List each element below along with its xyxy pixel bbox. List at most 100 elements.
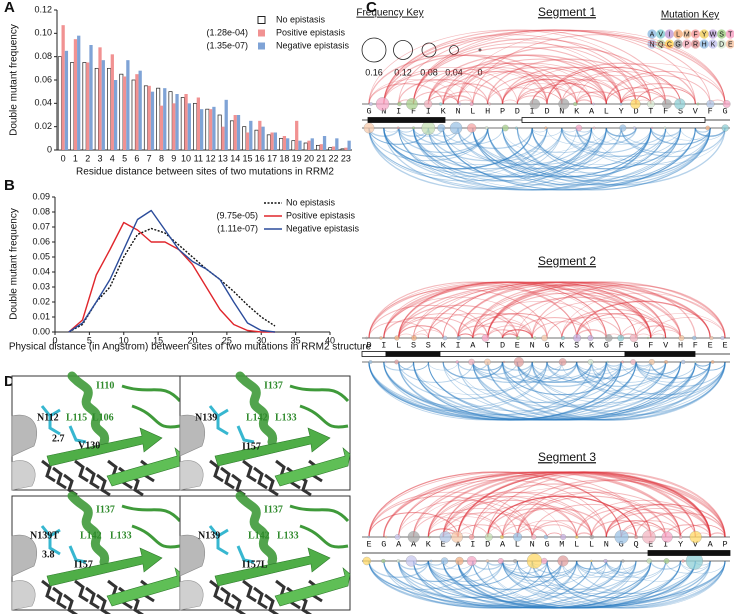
epistasis-arc — [516, 361, 578, 379]
mutation-bubble — [456, 335, 461, 341]
epistasis-arc — [383, 317, 459, 339]
epistasis-arc — [487, 127, 682, 182]
residue: N — [530, 340, 535, 350]
epistasis-arc — [531, 361, 592, 379]
epistasis-arc — [487, 75, 592, 105]
epistasis-arc — [531, 83, 607, 105]
residue-label: I157 — [74, 559, 93, 570]
residue: K — [559, 340, 565, 350]
epistasis-arc — [576, 361, 696, 395]
epistasis-arc — [487, 325, 533, 339]
residue-label: N139 — [195, 412, 217, 423]
residue: L — [396, 340, 401, 350]
epistasis-arc — [442, 471, 711, 538]
key-swatch — [656, 29, 666, 39]
mutation-bubble — [543, 534, 549, 540]
epistasis-arc — [398, 281, 607, 339]
mutation-bubble — [589, 534, 595, 540]
mutation-bubble — [367, 535, 370, 539]
residue-label: L106 — [92, 412, 114, 423]
mutation-bubble — [603, 558, 608, 564]
mutation-bubble — [533, 336, 537, 340]
residue: I — [396, 106, 401, 116]
strand — [274, 567, 351, 607]
residue: I — [530, 106, 535, 116]
epistasis-arc — [561, 127, 652, 154]
epistasis-arc — [368, 321, 429, 339]
epistasis-arc — [413, 361, 637, 421]
residue-label: L142 — [80, 530, 102, 541]
x-tick-label: 6 — [134, 153, 139, 163]
epistasis-arc — [457, 471, 711, 538]
epistasis-arc — [487, 507, 593, 538]
bar — [163, 88, 167, 150]
helix — [235, 491, 278, 567]
mutation-bubble — [484, 358, 491, 366]
epistasis-arc — [457, 471, 711, 538]
epistasis-arc — [427, 66, 563, 105]
epistasis-arc — [442, 127, 622, 178]
epistasis-arc — [383, 38, 622, 105]
key-title: Frequency Key — [356, 8, 423, 19]
mutation-bubble — [663, 558, 670, 564]
bar — [187, 103, 191, 150]
epistasis-arc — [516, 491, 681, 538]
mutation-bubble — [526, 553, 543, 569]
epistasis-arc — [472, 127, 607, 166]
epistasis-arc — [635, 511, 726, 538]
epistasis-arc — [398, 127, 652, 191]
epistasis-arc — [398, 361, 429, 371]
residue-label: I157L — [242, 559, 268, 570]
y-tick-label: 0.09 — [32, 191, 50, 201]
mutation-bubble — [721, 124, 729, 132]
epistasis-arc — [442, 91, 489, 105]
epistasis-arc — [546, 532, 563, 538]
epistasis-arc — [576, 313, 667, 339]
epistasis-arc — [368, 560, 474, 590]
annotation: (1.28e-04) — [206, 27, 248, 37]
mutation-bubble — [368, 360, 373, 364]
residue: N — [559, 106, 564, 116]
epistasis-arc — [605, 75, 711, 105]
mutation-bubble — [396, 559, 401, 563]
epistasis-arc — [635, 87, 696, 105]
epistasis-arc — [442, 499, 578, 538]
epistasis-arc — [383, 471, 711, 538]
epistasis-arc — [650, 127, 682, 137]
epistasis-arc — [516, 127, 726, 186]
epistasis-arc — [591, 560, 666, 582]
epistasis-arc — [398, 560, 474, 582]
epistasis-arc — [501, 296, 652, 339]
epistasis-arc — [501, 78, 593, 105]
epistasis-arc — [501, 507, 608, 538]
epistasis-arc — [383, 471, 726, 538]
residue-label: I137 — [96, 504, 115, 515]
x-axis-label: Residue distance between sites of two mu… — [76, 167, 334, 178]
epistasis-arc — [650, 127, 711, 145]
residue: L — [589, 539, 594, 549]
y-axis-label: Double mutant frequency — [9, 24, 20, 136]
residue: N — [604, 539, 609, 549]
side-chain — [208, 525, 255, 564]
bar — [89, 45, 93, 150]
epistasis-arc — [546, 361, 607, 379]
mutation-bubble — [587, 334, 594, 342]
ligand-sticks — [253, 586, 268, 610]
epistasis-arc — [457, 560, 696, 609]
epistasis-arc — [368, 127, 593, 190]
ligand-sticks — [41, 459, 56, 483]
x-tick-label: 1 — [73, 153, 78, 163]
epistasis-arc — [428, 127, 607, 178]
epistasis-arc — [531, 127, 563, 137]
epistasis-arc — [368, 127, 429, 145]
mutation-bubble — [722, 100, 731, 108]
epistasis-arc — [487, 495, 637, 538]
epistasis-arc — [591, 560, 637, 574]
ligand-sticks — [74, 459, 89, 483]
epistasis-arc — [383, 127, 533, 170]
mutation-bubble — [411, 126, 416, 130]
epistasis-arc — [368, 281, 637, 339]
bar — [107, 67, 112, 151]
epistasis-arc — [442, 361, 504, 379]
